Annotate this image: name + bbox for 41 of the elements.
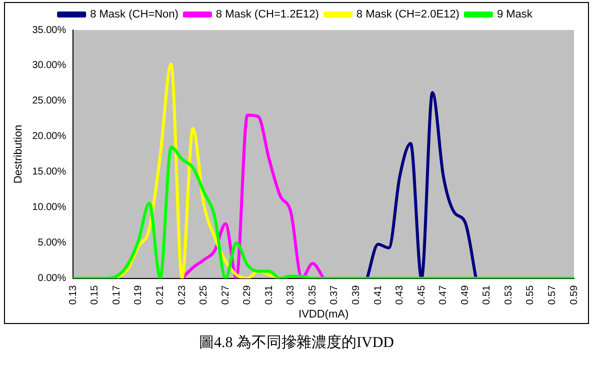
x-tick-label: 0.53	[503, 284, 514, 305]
x-tick-label: 0.55	[525, 284, 536, 305]
x-tick-label: 0.29	[242, 284, 254, 305]
y-axis-title: Destribution	[12, 124, 25, 184]
x-tick-label: 0.51	[482, 284, 493, 305]
x-tick-label: 0.31	[264, 284, 275, 305]
x-tick-label: 0.17	[111, 284, 122, 305]
legend-label: 8 Mask (CH=2.0E12)	[356, 8, 460, 21]
y-tick-label: 5.00%	[38, 238, 66, 249]
x-tick-label: 0.27	[220, 284, 232, 305]
y-tick-label: 35.00%	[32, 24, 66, 36]
x-tick-label: 0.41	[372, 284, 384, 305]
x-tick-label: 0.21	[154, 284, 166, 305]
x-tick-label: 0.19	[133, 284, 144, 305]
x-tick-label: 0.33	[286, 284, 297, 305]
x-tick-label: 0.47	[438, 284, 450, 305]
x-tick-label: 0.15	[90, 284, 101, 305]
legend-label: 8 Mask (CH=1.2E12)	[216, 8, 319, 21]
y-tick-label: 10.00%	[32, 202, 66, 214]
x-tick-label: 0.35	[307, 284, 318, 305]
x-tick-label: 0.23	[176, 284, 188, 305]
y-tick-label: 25.00%	[32, 96, 66, 107]
y-tick-label: 20.00%	[32, 131, 66, 142]
y-tick-label: 15.00%	[32, 166, 66, 178]
x-tick-label: 0.37	[329, 284, 340, 305]
line-series	[366, 90, 478, 278]
y-tick-label: 30.00%	[32, 60, 66, 72]
x-tick-label: 0.57	[546, 284, 558, 305]
x-tick-label: 0.39	[350, 284, 362, 305]
x-tick-label: 0.13	[68, 284, 79, 305]
line-series	[115, 62, 282, 278]
y-tick-label: 0.00%	[38, 273, 66, 284]
x-tick-label: 0.45	[416, 284, 428, 305]
legend-label: 8 Mask (CH=Non)	[90, 8, 178, 21]
x-tick-label: 0.25	[198, 284, 210, 305]
legend-label: 9 Mask	[496, 8, 533, 21]
x-axis-title: IVDD(mA)	[298, 308, 349, 320]
x-tick-label: 0.59	[568, 284, 580, 305]
x-tick-label: 0.43	[394, 284, 406, 305]
caption: 圖4.8 為不同摻雜濃度的IVDD	[198, 333, 395, 352]
x-tick-label: 0.49	[460, 284, 471, 305]
